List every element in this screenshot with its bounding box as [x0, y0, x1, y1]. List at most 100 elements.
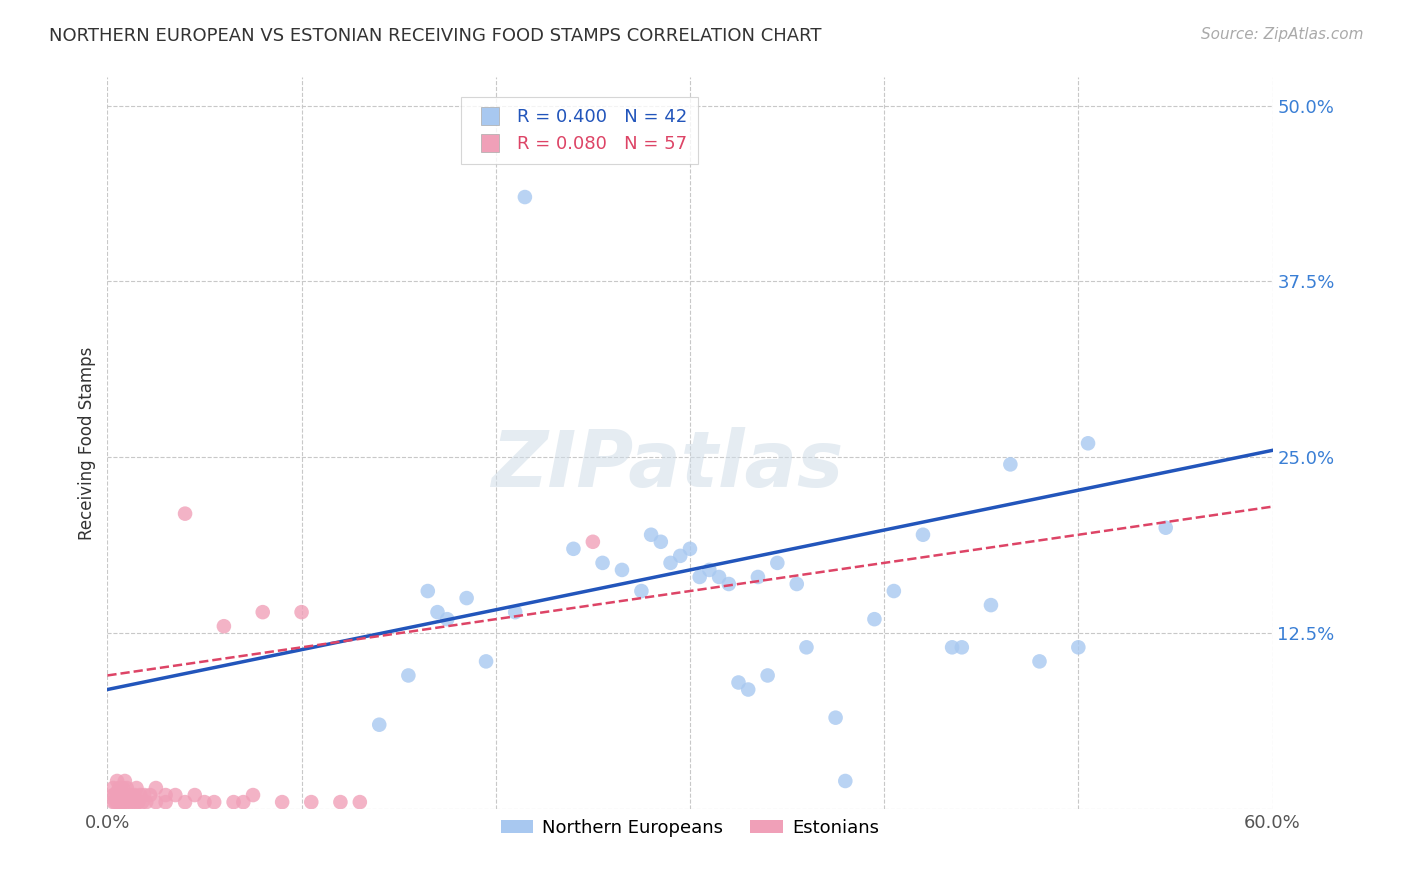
Legend: Northern Europeans, Estonians: Northern Europeans, Estonians	[494, 812, 886, 844]
Point	[689, 570, 711, 584]
Point	[1077, 436, 1099, 450]
Point	[640, 527, 662, 541]
Point	[103, 795, 125, 809]
Point	[679, 541, 702, 556]
Point	[436, 612, 458, 626]
Point	[271, 795, 294, 809]
Point	[111, 795, 134, 809]
Point	[659, 556, 682, 570]
Point	[125, 780, 148, 795]
Point	[125, 795, 148, 809]
Point	[222, 795, 245, 809]
Point	[110, 788, 132, 802]
Point	[139, 788, 162, 802]
Point	[121, 795, 143, 809]
Point	[111, 788, 134, 802]
Point	[155, 788, 177, 802]
Point	[242, 788, 264, 802]
Point	[475, 654, 498, 668]
Point	[650, 534, 672, 549]
Point	[941, 640, 963, 655]
Point	[110, 780, 132, 795]
Point	[103, 780, 125, 795]
Point	[699, 563, 721, 577]
Point	[396, 668, 419, 682]
Point	[329, 795, 352, 809]
Point	[252, 605, 274, 619]
Point	[120, 788, 142, 802]
Point	[127, 795, 149, 809]
Point	[290, 605, 312, 619]
Point	[134, 788, 156, 802]
Point	[104, 788, 127, 802]
Point	[174, 507, 197, 521]
Point	[110, 795, 132, 809]
Point	[120, 795, 142, 809]
Point	[786, 577, 808, 591]
Point	[165, 788, 187, 802]
Point	[103, 788, 125, 802]
Point	[212, 619, 235, 633]
Point	[610, 563, 633, 577]
Point	[456, 591, 478, 605]
Text: ZIPatlas: ZIPatlas	[491, 427, 842, 503]
Point	[513, 190, 536, 204]
Point	[131, 795, 153, 809]
Point	[115, 795, 138, 809]
Point	[562, 541, 585, 556]
Point	[114, 795, 136, 809]
Point	[368, 717, 391, 731]
Point	[105, 790, 128, 805]
Point	[124, 788, 146, 802]
Point	[1028, 654, 1050, 668]
Point	[911, 527, 934, 541]
Point	[193, 795, 215, 809]
Point	[727, 675, 749, 690]
Point	[824, 711, 846, 725]
Point	[630, 584, 652, 599]
Point	[1154, 521, 1177, 535]
Point	[105, 774, 128, 789]
Point	[155, 795, 177, 809]
Point	[108, 788, 131, 802]
Point	[756, 668, 779, 682]
Point	[1000, 458, 1022, 472]
Point	[582, 534, 605, 549]
Point	[416, 584, 439, 599]
Point	[737, 682, 759, 697]
Point	[202, 795, 225, 809]
Point	[950, 640, 973, 655]
Text: NORTHERN EUROPEAN VS ESTONIAN RECEIVING FOOD STAMPS CORRELATION CHART: NORTHERN EUROPEAN VS ESTONIAN RECEIVING …	[49, 27, 821, 45]
Point	[184, 788, 207, 802]
Text: Source: ZipAtlas.com: Source: ZipAtlas.com	[1201, 27, 1364, 42]
Point	[105, 795, 128, 809]
Point	[883, 584, 905, 599]
Point	[108, 780, 131, 795]
Y-axis label: Receiving Food Stamps: Receiving Food Stamps	[79, 347, 96, 540]
Point	[105, 785, 128, 799]
Point	[766, 556, 789, 570]
Point	[669, 549, 692, 563]
Point	[114, 788, 136, 802]
Point	[980, 598, 1002, 612]
Point	[707, 570, 730, 584]
Point	[174, 795, 197, 809]
Point	[426, 605, 449, 619]
Point	[108, 795, 131, 809]
Point	[747, 570, 769, 584]
Point	[232, 795, 254, 809]
Point	[717, 577, 740, 591]
Point	[592, 556, 614, 570]
Point	[129, 788, 152, 802]
Point	[115, 788, 138, 802]
Point	[145, 780, 167, 795]
Point	[834, 774, 856, 789]
Point	[796, 640, 818, 655]
Point	[503, 605, 526, 619]
Point	[863, 612, 886, 626]
Point	[104, 795, 127, 809]
Point	[135, 795, 157, 809]
Point	[145, 795, 167, 809]
Point	[299, 795, 322, 809]
Point	[114, 774, 136, 789]
